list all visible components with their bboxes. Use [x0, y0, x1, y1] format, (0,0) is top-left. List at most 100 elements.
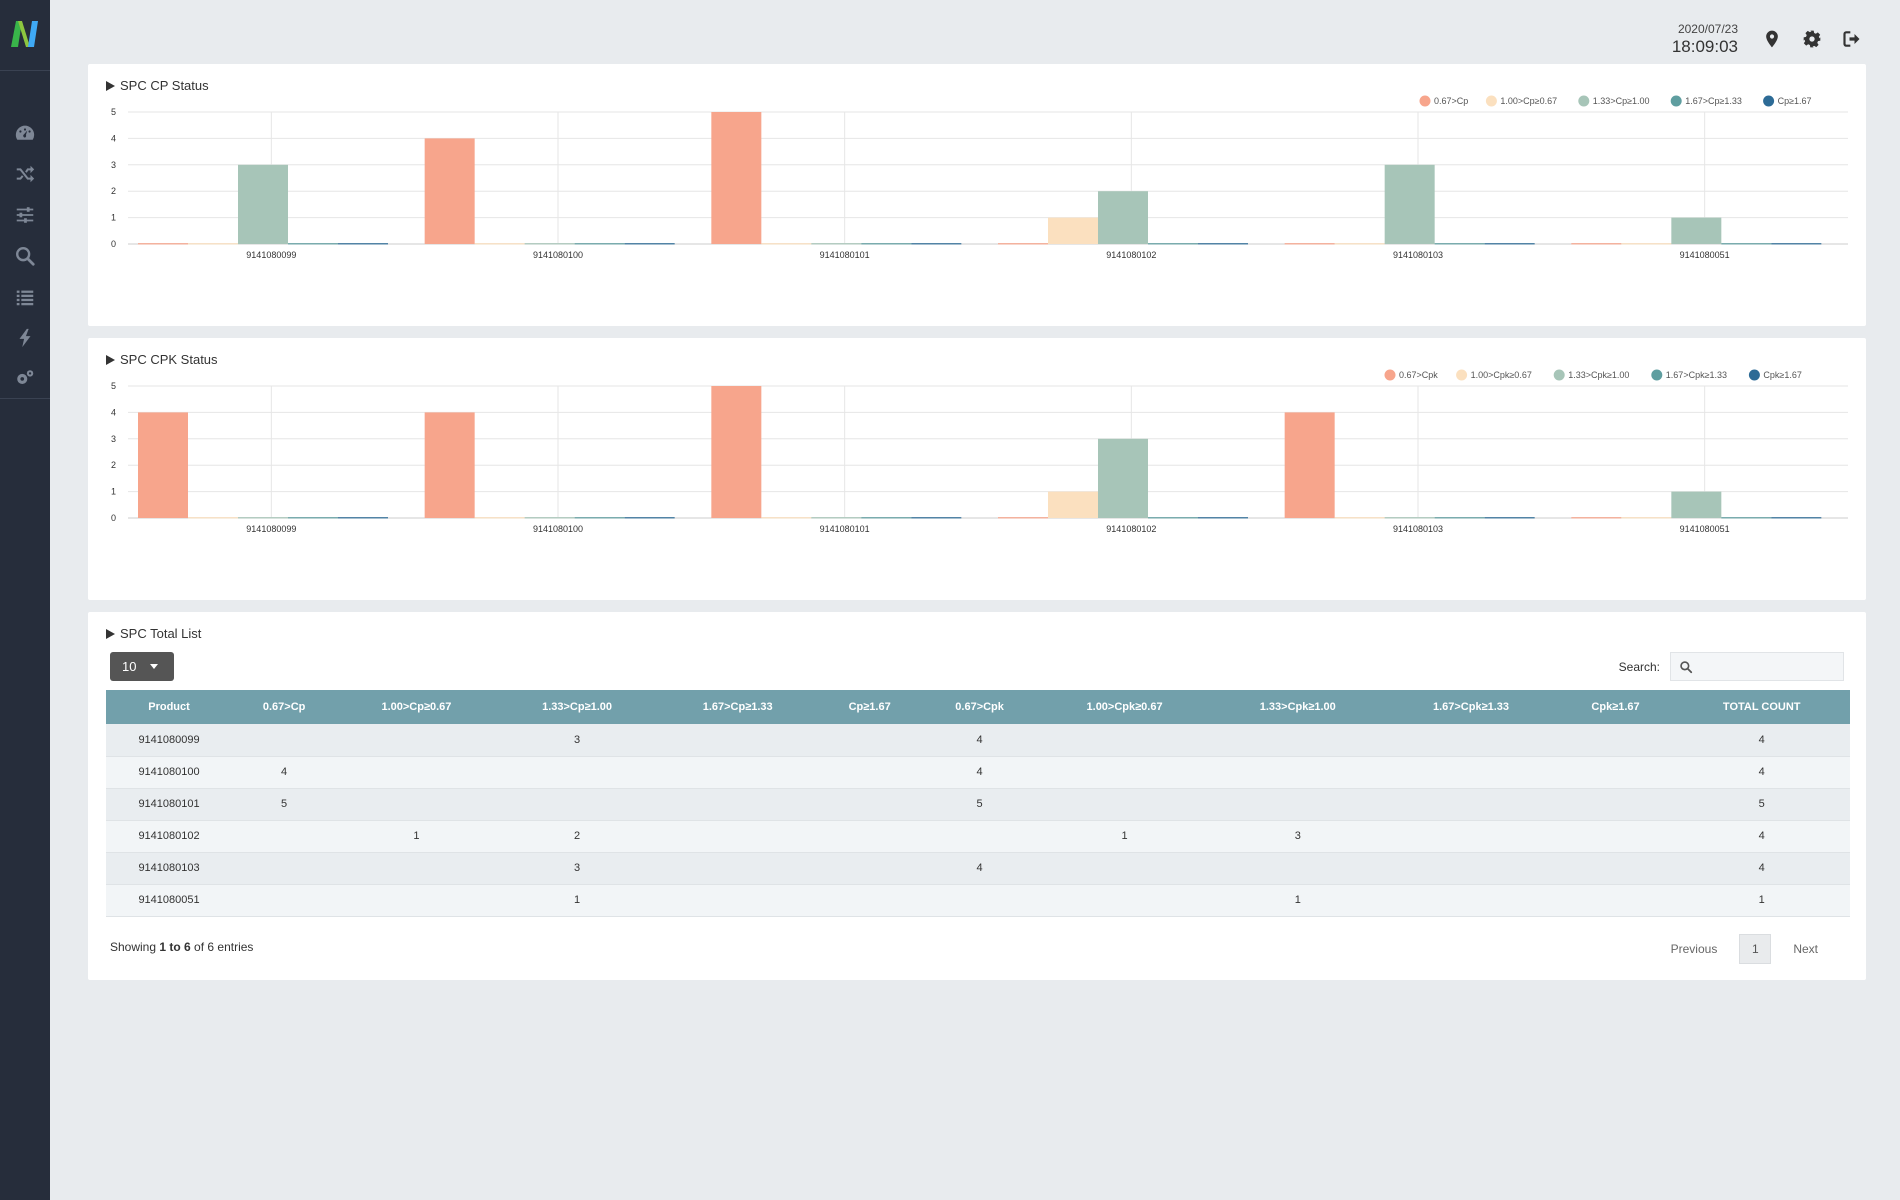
legend-item[interactable]: 1.33>Cpk≥1.00	[1553, 369, 1630, 381]
bar-9141080100-3[interactable]	[574, 243, 625, 245]
column-header[interactable]: Cpk≥1.67	[1591, 701, 1640, 713]
bar-9141080103-3[interactable]	[1434, 243, 1485, 245]
bar-9141080102-1[interactable]	[1048, 217, 1098, 244]
bar-9141080100-1[interactable]	[474, 243, 525, 245]
bar-9141080100-0[interactable]	[424, 138, 475, 244]
current-page-button[interactable]: 1	[1739, 934, 1772, 964]
column-header[interactable]: 1.67>Cp≥1.33	[702, 701, 773, 713]
bar-9141080051-2[interactable]	[1671, 491, 1722, 518]
bar-9141080101-1[interactable]	[761, 517, 812, 519]
bar-9141080100-4[interactable]	[624, 517, 675, 519]
legend-item[interactable]: Cpk≥1.67	[1748, 369, 1802, 381]
bar-9141080100-0[interactable]	[424, 412, 475, 518]
bar-9141080100-3[interactable]	[574, 517, 625, 519]
column-header[interactable]: 1.33>Cp≥1.00	[542, 701, 613, 713]
legend-item[interactable]: 1.33>Cp≥1.00	[1578, 95, 1650, 107]
table-row[interactable]: 9141080099 3 4 4	[106, 724, 1850, 757]
bar-9141080101-0[interactable]	[711, 112, 762, 244]
search-input[interactable]	[1699, 659, 1839, 674]
bar-9141080102-3[interactable]	[1148, 243, 1198, 245]
bar-9141080103-2[interactable]	[1384, 517, 1435, 519]
bar-9141080051-1[interactable]	[1621, 517, 1672, 519]
sidebar-item-settings-sliders[interactable]	[0, 194, 50, 235]
sidebar-item-config[interactable]	[0, 358, 50, 399]
table-row[interactable]: 9141080102 1 2 1 3 4	[106, 820, 1850, 853]
bar-9141080051-0[interactable]	[1571, 517, 1622, 519]
next-page-button[interactable]: Next	[1793, 942, 1818, 956]
table-row[interactable]: 9141080101 5 5 5	[106, 788, 1850, 821]
bar-9141080102-4[interactable]	[1198, 517, 1248, 519]
column-header[interactable]: Product	[148, 701, 190, 713]
sidebar-item-shuffle[interactable]	[0, 153, 50, 194]
bar-9141080099-0[interactable]	[138, 412, 188, 518]
bar-9141080051-0[interactable]	[1571, 243, 1622, 245]
app-logo[interactable]	[9, 17, 41, 49]
page-length-select[interactable]: 10	[110, 652, 174, 681]
bar-9141080101-3[interactable]	[861, 243, 912, 245]
bar-9141080100-2[interactable]	[524, 517, 575, 519]
search-box[interactable]	[1670, 652, 1844, 681]
legend-item[interactable]: 1.00>Cp≥0.67	[1485, 95, 1557, 107]
bar-9141080051-3[interactable]	[1721, 243, 1772, 245]
legend-item[interactable]: 1.00>Cpk≥0.67	[1456, 369, 1532, 381]
legend-item[interactable]: 1.67>Cp≥1.33	[1670, 95, 1742, 107]
bar-9141080099-2[interactable]	[238, 164, 288, 244]
settings-button[interactable]	[1792, 19, 1832, 59]
bar-9141080101-2[interactable]	[811, 243, 862, 245]
bar-9141080103-4[interactable]	[1484, 517, 1535, 519]
bar-9141080103-1[interactable]	[1334, 517, 1385, 519]
table-row[interactable]: 9141080103 3 4 4	[106, 852, 1850, 885]
bar-9141080102-3[interactable]	[1148, 517, 1198, 519]
bar-9141080099-3[interactable]	[288, 243, 338, 245]
bar-9141080102-2[interactable]	[1098, 191, 1148, 244]
bar-9141080101-0[interactable]	[711, 386, 762, 518]
legend-item[interactable]: 0.67>Cp	[1419, 95, 1469, 107]
sidebar-item-power[interactable]	[0, 317, 50, 358]
bar-9141080103-4[interactable]	[1484, 243, 1535, 245]
bar-9141080103-3[interactable]	[1434, 517, 1485, 519]
bar-9141080051-2[interactable]	[1671, 217, 1722, 244]
column-header[interactable]: Cp≥1.67	[848, 701, 891, 713]
bar-9141080100-4[interactable]	[624, 243, 675, 245]
bar-9141080101-1[interactable]	[761, 243, 812, 245]
bar-9141080102-0[interactable]	[998, 243, 1048, 245]
column-header[interactable]: 0.67>Cpk	[955, 701, 1004, 713]
sidebar-item-dashboard[interactable]	[0, 112, 50, 153]
bar-9141080051-4[interactable]	[1771, 243, 1822, 245]
sidebar-item-list[interactable]	[0, 276, 50, 317]
bar-9141080101-4[interactable]	[911, 517, 962, 519]
legend-item[interactable]: Cp≥1.67	[1763, 95, 1812, 107]
location-button[interactable]	[1752, 19, 1792, 59]
bar-9141080051-1[interactable]	[1621, 243, 1672, 245]
bar-9141080102-0[interactable]	[998, 517, 1048, 519]
bar-9141080103-0[interactable]	[1284, 412, 1335, 518]
table-row[interactable]: 9141080100 4 4 4	[106, 756, 1850, 789]
column-header[interactable]: 1.00>Cpk≥0.67	[1086, 701, 1163, 713]
bar-9141080100-1[interactable]	[474, 517, 525, 519]
bar-9141080051-3[interactable]	[1721, 517, 1772, 519]
column-header[interactable]: 1.00>Cp≥0.67	[381, 701, 452, 713]
bar-9141080099-2[interactable]	[238, 517, 288, 519]
bar-9141080099-4[interactable]	[338, 243, 388, 245]
bar-9141080051-4[interactable]	[1771, 517, 1822, 519]
previous-page-button[interactable]: Previous	[1670, 942, 1718, 956]
bar-9141080099-1[interactable]	[188, 243, 238, 245]
bar-9141080101-3[interactable]	[861, 517, 912, 519]
bar-9141080103-1[interactable]	[1334, 243, 1385, 245]
bar-9141080101-4[interactable]	[911, 243, 962, 245]
bar-9141080103-2[interactable]	[1384, 164, 1435, 244]
column-header[interactable]: 0.67>Cp	[262, 701, 306, 713]
bar-9141080102-2[interactable]	[1098, 438, 1148, 518]
bar-9141080103-0[interactable]	[1284, 243, 1335, 245]
bar-9141080099-1[interactable]	[188, 517, 238, 519]
column-header[interactable]: 1.33>Cpk≥1.00	[1259, 701, 1336, 713]
bar-9141080102-1[interactable]	[1048, 491, 1098, 518]
bar-9141080102-4[interactable]	[1198, 243, 1248, 245]
column-header[interactable]: 1.67>Cpk≥1.33	[1432, 701, 1510, 713]
legend-item[interactable]: 0.67>Cpk	[1384, 369, 1439, 381]
bar-9141080099-0[interactable]	[138, 243, 188, 245]
bar-9141080100-2[interactable]	[524, 243, 575, 245]
sidebar-item-search[interactable]	[0, 235, 50, 276]
bar-9141080099-4[interactable]	[338, 517, 388, 519]
column-header[interactable]: TOTAL COUNT	[1722, 701, 1801, 713]
